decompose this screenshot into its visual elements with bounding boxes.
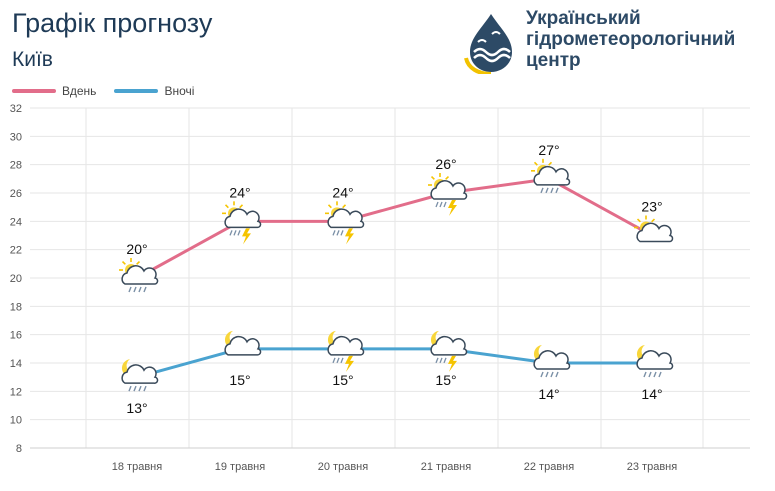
- data-label: 24°: [229, 184, 250, 200]
- legend-swatch-night: [114, 89, 159, 93]
- org-line-2: гідрометеорологічний: [526, 29, 736, 50]
- y-tick-label: 20: [10, 273, 22, 285]
- x-tick-label: 18 травня: [112, 461, 162, 473]
- y-tick-label: 12: [10, 386, 22, 398]
- ukrhydromet-logo-icon: [464, 14, 512, 74]
- organization-name: Український гідрометеорологічний центр: [526, 8, 766, 71]
- x-tick-label: 19 травня: [215, 461, 265, 473]
- y-tick-label: 26: [10, 188, 22, 200]
- data-label: 15°: [332, 372, 353, 388]
- legend-label-day: Вдень: [62, 84, 97, 98]
- x-tick-label: 21 травня: [421, 461, 471, 473]
- x-tick-label: 22 травня: [524, 461, 574, 473]
- legend-item-night[interactable]: Вночі: [114, 84, 194, 98]
- org-line-1: Український: [526, 8, 641, 29]
- data-label: 15°: [229, 372, 250, 388]
- legend-label-night: Вночі: [164, 84, 195, 98]
- page-title: Графік прогнозу: [12, 8, 213, 38]
- city-name: Київ: [12, 48, 53, 71]
- y-tick-label: 32: [10, 103, 22, 115]
- moon-cloud-rain-icon: [636, 345, 674, 378]
- moon-cloud-rain-icon: [121, 359, 159, 392]
- x-tick-label: 23 травня: [627, 461, 677, 473]
- sun-cloud-rain-icon: [531, 158, 571, 194]
- moon-cloud-thunder-icon: [327, 330, 365, 372]
- data-label: 13°: [126, 400, 147, 416]
- y-tick-label: 10: [10, 415, 22, 427]
- data-label: 15°: [435, 372, 456, 388]
- y-tick-label: 14: [10, 358, 22, 370]
- data-label: 20°: [126, 241, 147, 257]
- sun-cloud-thunder-icon: [325, 201, 365, 245]
- moon-cloud-thunder-icon: [430, 330, 468, 372]
- sun-cloud-rain-icon: [119, 258, 159, 293]
- data-label: 24°: [332, 184, 353, 200]
- sun-cloud-icon: [634, 215, 674, 243]
- series-line-day: [136, 177, 653, 280]
- y-tick-label: 18: [10, 301, 22, 313]
- y-tick-label: 8: [16, 443, 22, 455]
- y-tick-label: 30: [10, 131, 22, 143]
- y-tick-label: 22: [10, 245, 22, 257]
- legend-item-day[interactable]: Вдень: [12, 84, 96, 98]
- legend-swatch-day: [12, 89, 56, 93]
- moon-cloud-icon: [224, 330, 262, 356]
- data-label: 14°: [538, 386, 559, 402]
- y-tick-label: 24: [10, 216, 22, 228]
- data-label: 14°: [641, 386, 662, 402]
- sun-cloud-thunder-icon: [222, 201, 262, 245]
- moon-cloud-rain-icon: [533, 345, 571, 378]
- chart-legend: Вдень Вночі: [12, 84, 212, 98]
- y-tick-label: 16: [10, 330, 22, 342]
- sun-cloud-thunder-icon: [428, 173, 468, 216]
- data-label: 26°: [435, 156, 456, 172]
- data-label: 27°: [538, 142, 559, 158]
- y-tick-label: 28: [10, 160, 22, 172]
- data-label: 23°: [641, 199, 662, 215]
- x-tick-label: 20 травня: [318, 461, 368, 473]
- org-line-3: центр: [526, 50, 581, 71]
